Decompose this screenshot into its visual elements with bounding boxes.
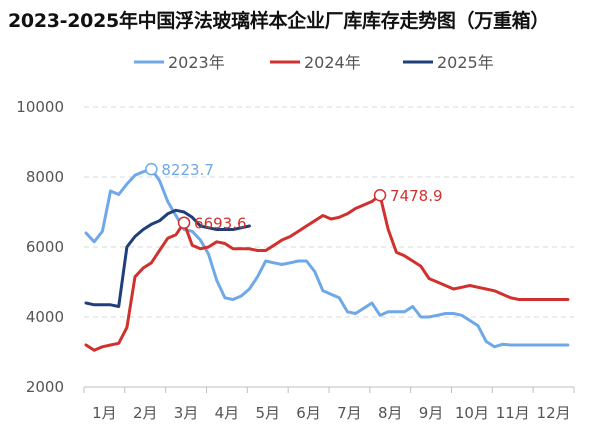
y-tick-label-2000: 2000: [26, 378, 64, 396]
x-tick-label-6: 6月: [296, 404, 321, 422]
legend-label-0: 2023年: [168, 53, 225, 72]
x-tick-label-4: 4月: [215, 404, 240, 422]
series-line-0: [84, 167, 570, 349]
series-line-2: [84, 208, 251, 308]
annotation-marker-1: [177, 216, 191, 229]
x-tick-label-9: 9月: [419, 404, 444, 422]
x-tick-label-10: 10月: [455, 404, 489, 422]
annotation-label-1: 6693.6: [194, 215, 247, 233]
x-tick-label-3: 3月: [174, 404, 199, 422]
annotation-marker-2: [373, 188, 387, 202]
annotation-marker-0: [145, 162, 158, 176]
annotation-label-0: 8223.7: [161, 161, 214, 179]
x-tick-label-7: 7月: [337, 404, 362, 422]
x-tick-label-8: 8月: [378, 404, 403, 422]
series-line-1: [84, 193, 570, 352]
y-tick-label-8000: 8000: [26, 168, 64, 186]
x-tick-label-11: 11月: [496, 404, 530, 422]
x-tick-label-2: 2月: [133, 404, 158, 422]
legend-label-2: 2025年: [437, 53, 494, 72]
y-tick-label-6000: 6000: [26, 238, 64, 256]
y-tick-label-4000: 4000: [26, 308, 64, 326]
x-tick-label-5: 5月: [255, 404, 280, 422]
annotation-label-2: 7478.9: [390, 187, 443, 205]
x-tick-label-12: 12月: [537, 404, 571, 422]
x-tick-label-1: 1月: [92, 404, 117, 422]
y-tick-label-10000: 10000: [16, 98, 64, 116]
legend-label-1: 2024年: [304, 53, 361, 72]
chart-title: 2023-2025年中国浮法玻璃样本企业厂库库存走势图（万重箱）: [8, 10, 550, 32]
